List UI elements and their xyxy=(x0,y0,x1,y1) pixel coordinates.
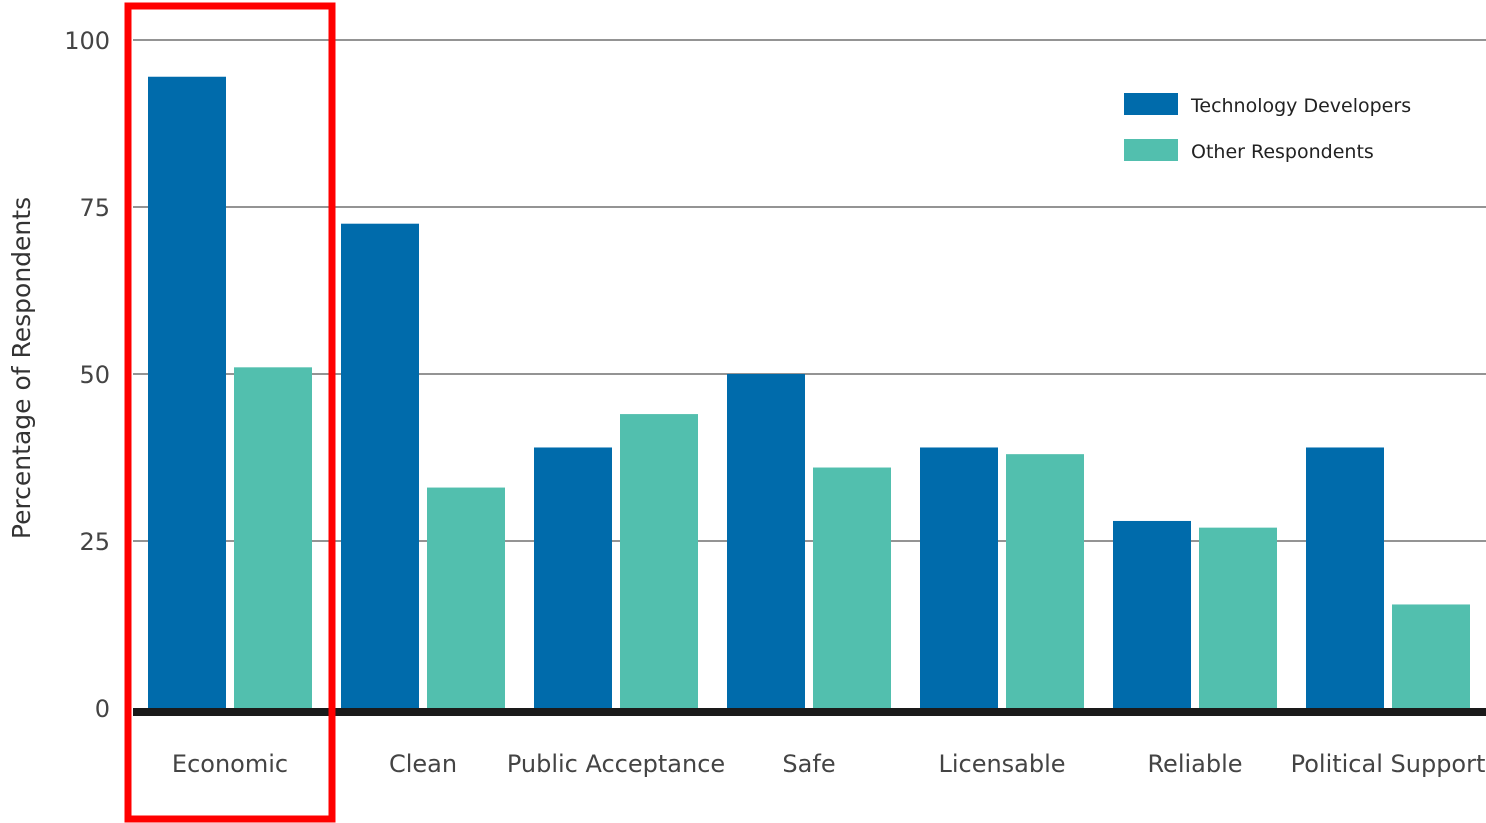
category-labels: Economic Clean Public Acceptance Safe Licens… xyxy=(172,750,1485,778)
y-tick-label: 25 xyxy=(79,528,110,556)
category-label: Clean xyxy=(389,750,457,778)
category-label: Economic xyxy=(172,750,288,778)
legend: Technology Developers Other Respondents xyxy=(1124,93,1411,163)
y-tick-label: 0 xyxy=(95,695,110,723)
legend-label: Other Respondents xyxy=(1191,141,1374,163)
bar-other-respondents xyxy=(1392,604,1470,708)
category-label: Public Acceptance xyxy=(507,750,725,778)
category-label: Licensable xyxy=(938,750,1065,778)
bar-technology-developers xyxy=(148,76,226,709)
bar-other-respondents xyxy=(1006,454,1084,708)
bars xyxy=(148,76,1470,709)
legend-label: Technology Developers xyxy=(1190,95,1411,117)
bar-other-respondents xyxy=(1199,527,1277,708)
y-tick-labels: 0 25 50 75 100 xyxy=(64,27,110,723)
legend-swatch xyxy=(1124,93,1178,115)
y-tick-label: 50 xyxy=(79,361,110,389)
bar-other-respondents xyxy=(427,487,505,708)
bar-technology-developers xyxy=(1306,447,1384,708)
y-tick-label: 75 xyxy=(79,194,110,222)
bar-technology-developers xyxy=(534,447,612,708)
bar-technology-developers xyxy=(341,223,419,708)
highlight-box xyxy=(124,2,336,823)
category-label: Reliable xyxy=(1147,750,1242,778)
y-axis-title: Percentage of Respondents xyxy=(7,197,36,539)
bar-other-respondents xyxy=(813,467,891,708)
category-label: Safe xyxy=(782,750,835,778)
bar-technology-developers xyxy=(1113,520,1191,708)
x-axis-baseline xyxy=(133,708,1486,716)
bar-technology-developers xyxy=(727,374,805,708)
y-tick-label: 100 xyxy=(64,27,110,55)
legend-swatch xyxy=(1124,139,1178,161)
bar-other-respondents xyxy=(234,367,312,708)
bar-technology-developers xyxy=(920,447,998,708)
bar-other-respondents xyxy=(620,414,698,708)
category-label: Political Support xyxy=(1291,750,1486,778)
